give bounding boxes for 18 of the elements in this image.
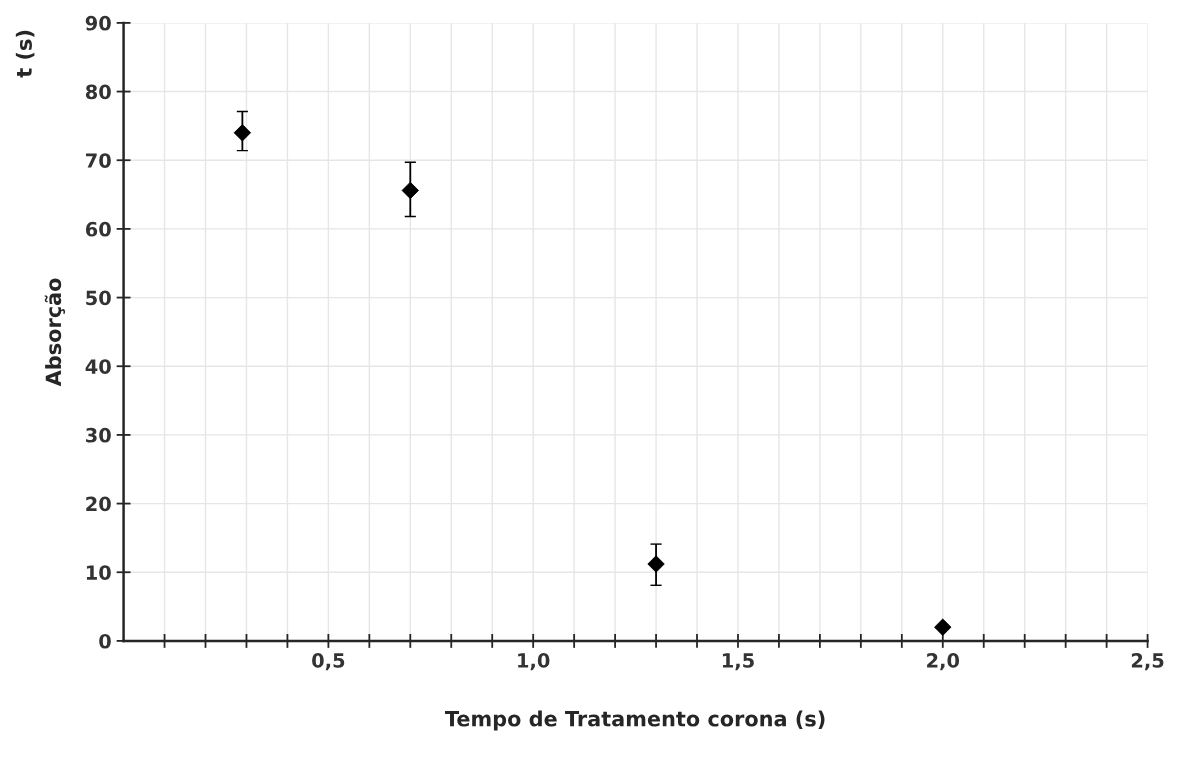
x-tick-label: 0,5 (312, 653, 345, 671)
y-tick-label: 20 (86, 496, 111, 512)
text: t (s) (15, 30, 35, 78)
y-tick-label: 90 (85, 15, 111, 31)
y-tick-label: 60 (85, 221, 111, 237)
y-tick-label: 10 (86, 565, 111, 580)
y-tick-label: 30 (86, 427, 111, 443)
y-tick-label: 50 (86, 290, 111, 306)
y-tick-label: 70 (86, 153, 111, 168)
y-tick-label: 40 (85, 359, 111, 374)
x-tick-label: 2,5 (1131, 653, 1164, 671)
y-tick-label: 80 (85, 84, 111, 100)
x-tick-label: 1,0 (518, 653, 550, 671)
x-tick-label: 2,0 (927, 653, 960, 671)
x-tick-label: 1,5 (722, 653, 754, 671)
y-tick-label: 0 (99, 633, 111, 649)
y-axis-title: Absorção (44, 278, 66, 387)
x-axis-title: Tempo de Tratamento corona (s) (445, 710, 825, 731)
